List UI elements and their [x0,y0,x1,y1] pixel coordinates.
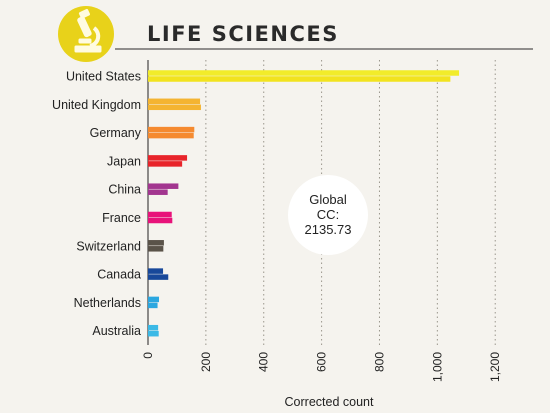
bar [148,76,451,82]
x-tick-label: 1,200 [488,352,502,382]
bar [148,132,194,139]
bar [148,268,164,274]
category-label: Switzerland [76,239,141,253]
bar [148,246,164,252]
bar [148,104,201,111]
bar [148,330,159,337]
category-label: Netherlands [74,296,141,310]
category-label: United States [66,70,141,84]
category-labels: United States United Kingdom Germany Japan C… [52,70,142,339]
category-label: Germany [90,126,142,140]
bar [148,324,159,331]
category-label: United Kingdom [52,98,141,112]
category-label: China [108,183,141,197]
x-tick-label: 1,000 [430,352,444,382]
category-label: Canada [97,268,141,282]
global-cc-label-2: CC: [317,207,339,222]
bar [148,126,195,133]
header: LIFE SCIENCES [58,6,533,62]
bar [148,183,179,189]
category-label: France [102,211,141,225]
bar [148,274,169,280]
bar [148,211,172,218]
global-cc-badge: Global CC: 2135.73 [288,175,368,255]
x-tick-labels: 0 200 400 600 800 1,000 1,200 [141,352,502,382]
bar [148,98,201,105]
global-cc-circle [288,175,368,255]
x-tick-label: 600 [315,352,329,372]
header-title: LIFE SCIENCES [147,22,339,46]
bar [148,161,183,167]
bars [148,70,460,337]
bar [148,70,460,76]
bar [148,240,164,246]
category-label: Australia [92,324,141,338]
x-tick-label: 0 [141,352,155,359]
bar [148,217,173,224]
global-cc-value: 2135.73 [305,222,352,237]
bar [148,189,168,195]
bar [148,302,158,309]
x-tick-label: 200 [199,352,213,372]
bar [148,155,188,161]
x-axis-title: Corrected count [285,395,374,409]
category-label: Japan [107,154,141,168]
x-tick-label: 800 [372,352,386,372]
global-cc-label: Global [309,192,347,207]
microscope-icon [74,8,102,53]
x-tick-label: 400 [257,352,271,372]
bar [148,296,159,303]
